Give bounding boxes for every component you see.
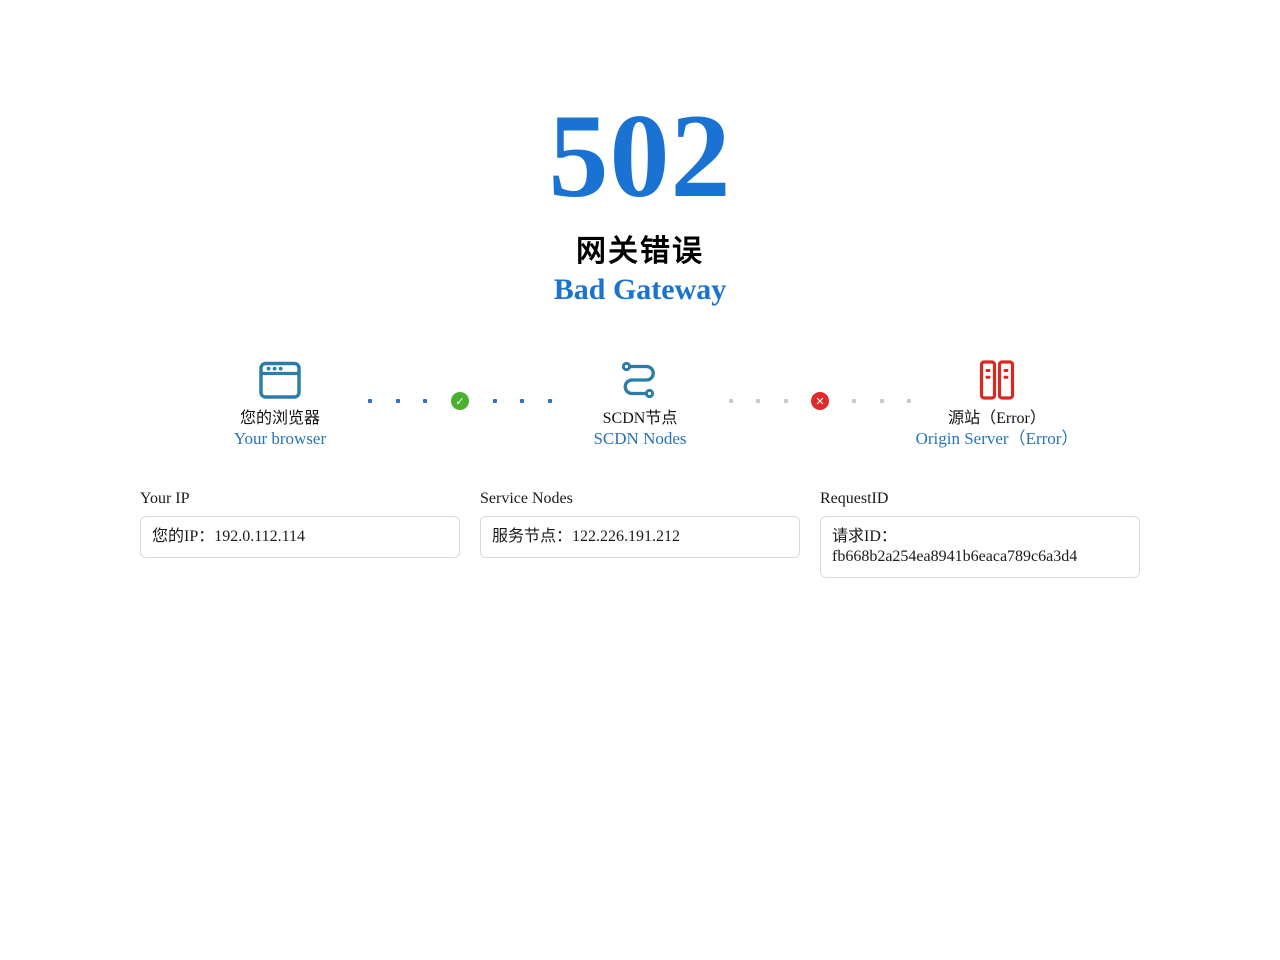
link-scdn-origin: ✕: [729, 392, 911, 410]
browser-label-zh: 您的浏览器: [239, 410, 320, 427]
service-nodes-label: Service Nodes: [480, 490, 573, 507]
error-code: 502: [548, 89, 732, 222]
your-ip-value: 您的IP：192.0.112.114: [152, 528, 306, 545]
browser-label-en: Your browser: [233, 429, 327, 448]
scdn-label-zh: SCDN节点: [602, 410, 678, 427]
dot: [879, 399, 884, 403]
error-title-en: Bad Gateway: [553, 273, 727, 306]
dot: [756, 399, 761, 403]
your-ip-value-box: 您的IP：192.0.112.114: [140, 516, 460, 558]
dot: [520, 399, 525, 403]
origin-label-en: Origin Server（Error）: [915, 429, 1079, 448]
dot: [368, 399, 372, 403]
route-icon: [618, 358, 662, 402]
error-title-zh: 网关错误: [576, 235, 704, 268]
info-row: Your IP 您的IP：192.0.112.114 Service Nodes…: [140, 489, 1140, 578]
dot: [492, 399, 497, 403]
request-id-label: RequestID: [820, 490, 889, 507]
info-col-your-ip: Your IP 您的IP：192.0.112.114: [140, 489, 460, 578]
node-origin: 源站（Error） Origin Server（Error）: [877, 358, 1117, 448]
link-browser-scdn: ✓: [368, 392, 552, 410]
connection-diagram: 您的浏览器 Your browser ✓ SCDN节点 SCDN Nodes ✕: [140, 358, 1140, 448]
dot: [547, 399, 552, 403]
node-scdn: SCDN节点 SCDN Nodes: [540, 358, 740, 448]
browser-icon: [258, 358, 302, 402]
check-icon: ✓: [450, 392, 469, 410]
scdn-label-en: SCDN Nodes: [593, 429, 687, 448]
request-id-value: fb668b2a254ea8941b6eaca789c6a3d4: [832, 548, 1078, 565]
info-col-request-id: RequestID 请求ID： fb668b2a254ea8941b6eaca7…: [820, 489, 1140, 578]
request-id-prefix: 请求ID：: [832, 528, 897, 545]
dot: [783, 399, 788, 403]
server-icon: [975, 358, 1019, 402]
dot: [395, 399, 400, 403]
service-nodes-value: 服务节点：122.226.191.212: [492, 528, 681, 545]
your-ip-label: Your IP: [140, 490, 190, 507]
node-browser: 您的浏览器 Your browser: [180, 358, 380, 448]
dot: [729, 399, 733, 403]
dot: [852, 399, 857, 403]
service-nodes-value-box: 服务节点：122.226.191.212: [480, 516, 800, 558]
dot: [423, 399, 428, 403]
origin-label-zh: 源站（Error）: [948, 410, 1046, 427]
info-col-service-nodes: Service Nodes 服务节点：122.226.191.212: [480, 489, 800, 578]
error-hero: 502 网关错误 Bad Gateway: [0, 0, 1280, 308]
cross-icon: ✕: [810, 392, 829, 410]
request-id-value-box: 请求ID： fb668b2a254ea8941b6eaca789c6a3d4: [820, 516, 1140, 578]
dot: [906, 399, 911, 403]
